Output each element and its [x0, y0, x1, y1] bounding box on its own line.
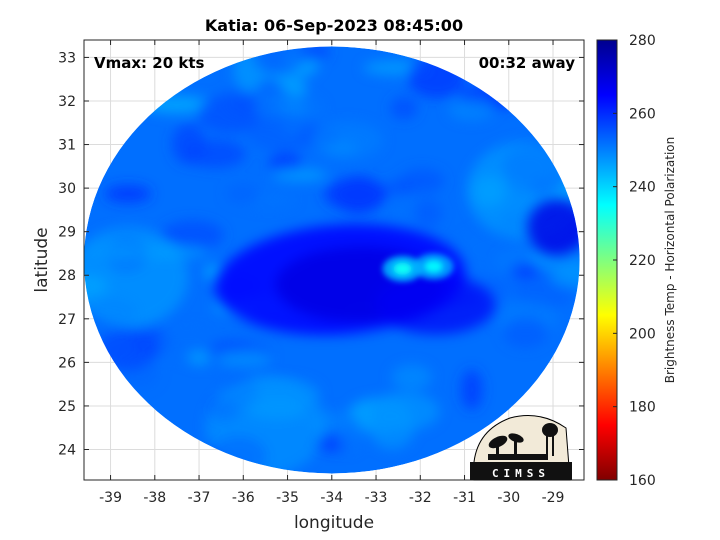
x-tick-label: -38 — [143, 490, 166, 506]
y-tick-label: 24 — [58, 443, 76, 459]
texture-blob — [388, 194, 409, 236]
x-tick-label: -35 — [276, 490, 299, 506]
y-tick-label: 29 — [58, 225, 76, 241]
y-axis: 24 25 26 27 28 29 30 31 32 33 — [58, 50, 584, 459]
colorbar-tick-label: 220 — [629, 253, 656, 269]
x-axis: -39 -38 -37 -36 -35 -34 -33 -32 -31 -30 -29 — [99, 40, 564, 506]
x-tick-label: -31 — [453, 490, 476, 506]
plot-frame — [83, 39, 585, 481]
x-tick-label: -36 — [232, 490, 255, 506]
x-tick-label: -39 — [99, 490, 122, 506]
y-tick-label: 30 — [58, 181, 76, 197]
texture-blob — [460, 369, 483, 410]
texture-blob — [187, 350, 212, 366]
texture-blob — [256, 78, 283, 92]
colorbar-ticks: 160 180 200 220 240 260 280 — [613, 33, 656, 489]
texture-blob — [369, 392, 440, 431]
x-axis-label: longitude — [294, 513, 374, 533]
swath-disc — [84, 46, 580, 474]
brightness-temperature-field — [84, 46, 580, 474]
time-away-annotation: 00:32 away — [479, 54, 576, 72]
texture-blob — [337, 414, 362, 452]
y-tick-label: 26 — [58, 355, 76, 371]
warm-edge-region — [84, 227, 189, 328]
x-tick-label: -30 — [497, 490, 520, 506]
warm-edge-region — [205, 375, 326, 474]
y-tick-label: 25 — [58, 399, 76, 415]
x-tick-label: -33 — [365, 490, 388, 506]
texture-blob — [184, 139, 246, 169]
colorbar-tick-label: 240 — [629, 180, 656, 196]
y-axis-label: latitude — [32, 227, 52, 292]
texture-blob — [161, 220, 224, 250]
texture-blob — [448, 98, 495, 121]
chart-title: Katia: 06-Sep-2023 08:45:00 — [205, 16, 463, 35]
x-tick-label: -37 — [188, 490, 211, 506]
colorbar-tick-label: 160 — [629, 473, 656, 489]
texture-blob — [196, 94, 267, 134]
vmax-annotation: Vmax: 20 kts — [94, 54, 204, 72]
texture-blob — [414, 199, 443, 228]
y-tick-label: 32 — [58, 94, 76, 110]
texture-blob — [225, 184, 260, 204]
cimss-logo-text: CIMSS — [492, 467, 550, 480]
warm-patch — [424, 260, 443, 273]
y-tick-label: 33 — [58, 50, 76, 66]
colorbar-tick-label: 180 — [629, 400, 656, 416]
texture-blob — [104, 184, 152, 203]
texture-blob — [247, 115, 322, 152]
colorbar-tick-label: 260 — [629, 106, 656, 122]
texture-blob — [334, 175, 383, 215]
edge-cold-patch — [527, 199, 580, 256]
colorbar-tick-label: 200 — [629, 326, 656, 342]
y-tick-label: 31 — [58, 138, 76, 154]
texture-blob — [385, 179, 415, 196]
colorbar-tick-label: 280 — [629, 33, 656, 49]
texture-blob — [312, 121, 384, 160]
texture-blob — [503, 318, 548, 348]
texture-blob — [550, 262, 580, 289]
x-tick-label: -32 — [409, 490, 432, 506]
x-tick-label: -29 — [542, 490, 565, 506]
texture-blob — [253, 93, 323, 124]
warm-patches — [382, 253, 454, 282]
texture-blob — [484, 276, 513, 299]
texture-blob — [272, 168, 328, 182]
texture-blob — [215, 351, 272, 368]
texture-blob — [390, 96, 418, 120]
warm-patch — [393, 262, 412, 275]
core-tail — [375, 274, 496, 335]
y-tick-label: 28 — [58, 268, 76, 284]
x-tick-label: -34 — [320, 490, 343, 506]
cimss-logo: CIMSS — [470, 415, 572, 481]
texture-blob — [391, 364, 432, 391]
colorbar-label: Brightness Temp - Horizontal Polarizatio… — [663, 137, 677, 384]
y-tick-label: 27 — [58, 312, 76, 328]
